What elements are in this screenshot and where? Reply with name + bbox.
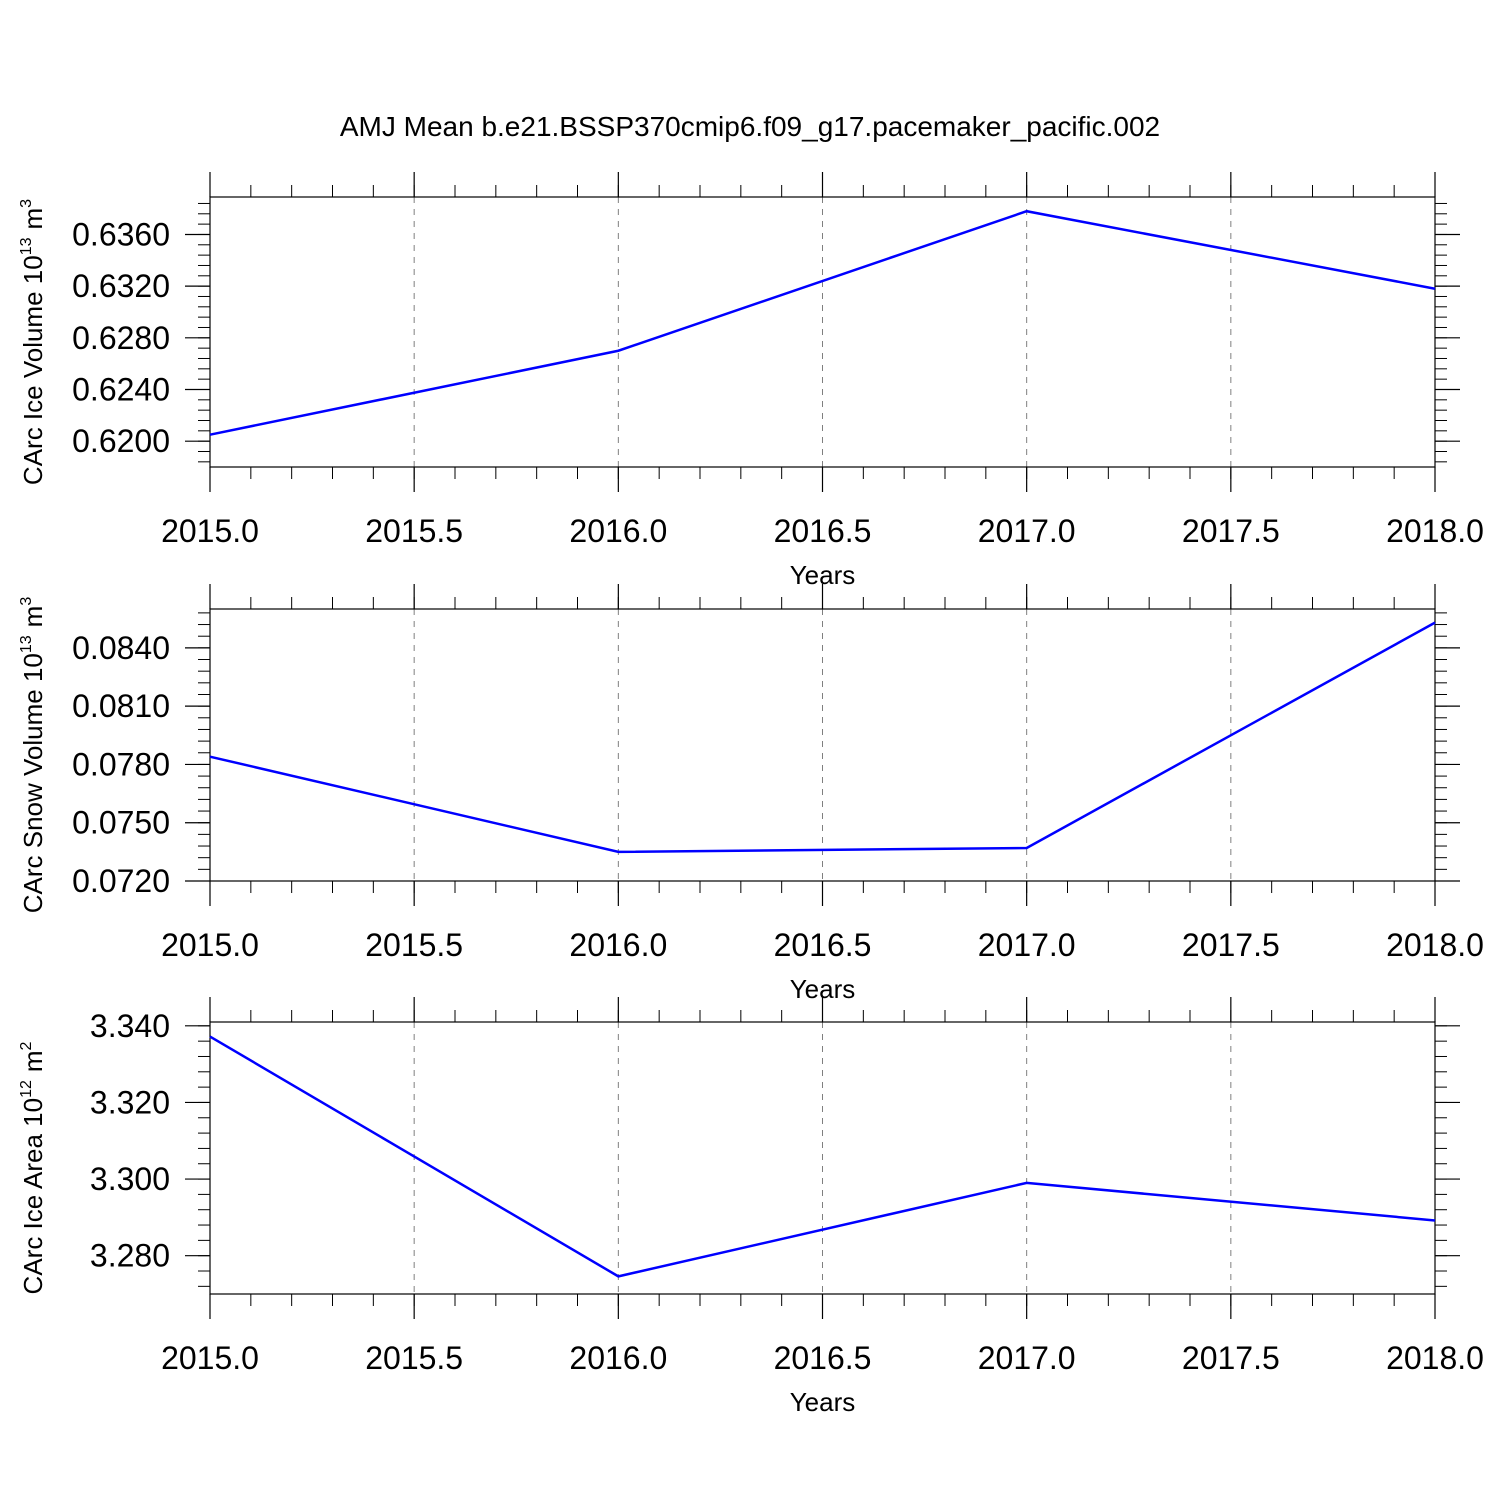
y-axis-label-text: CArc Snow Volume 10 bbox=[18, 653, 48, 913]
y-tick-label: 0.6360 bbox=[72, 216, 170, 252]
x-tick-label: 2016.5 bbox=[774, 927, 872, 963]
x-tick-label: 2017.0 bbox=[978, 513, 1076, 549]
y-axis-label: CArc Snow Volume 1013 m3 bbox=[18, 597, 48, 914]
y-tick-label: 0.6240 bbox=[72, 371, 170, 407]
y-axis-label-text: CArc Ice Volume 10 bbox=[18, 255, 48, 485]
y-tick-label: 0.0780 bbox=[72, 746, 170, 782]
x-tick-label: 2015.5 bbox=[365, 1340, 463, 1376]
chart-panel-2: 2015.0 2015.5 2016.0 2016.5 2017.0 2017.5 2018… bbox=[18, 584, 1484, 1004]
series-line bbox=[209, 1035, 1436, 1278]
y-axis-label-unit: m bbox=[18, 1050, 48, 1072]
y-axis-label-exponent: 12 bbox=[18, 1080, 35, 1098]
x-tick-label: 2017.5 bbox=[1182, 513, 1280, 549]
x-tick-label: 2016.5 bbox=[774, 1340, 872, 1376]
series-line bbox=[209, 209, 1436, 436]
x-tick-label: 2015.5 bbox=[365, 513, 463, 549]
x-tick-label: 2016.0 bbox=[569, 1340, 667, 1376]
x-tick-label: 2018.0 bbox=[1386, 927, 1484, 963]
y-tick-label: 0.0810 bbox=[72, 688, 170, 724]
x-tick-label: 2017.0 bbox=[978, 927, 1076, 963]
y-tick-label: 3.320 bbox=[90, 1084, 170, 1120]
x-tick-label: 2016.0 bbox=[569, 927, 667, 963]
x-tick-label: 2015.0 bbox=[161, 513, 259, 549]
x-tick-label: 2017.0 bbox=[978, 1340, 1076, 1376]
y-axis-label-unit-exponent: 2 bbox=[18, 1041, 35, 1050]
x-tick-label: 2016.5 bbox=[774, 513, 872, 549]
y-tick-label: 3.340 bbox=[90, 1008, 170, 1044]
chart-panel-1: 2015.0 2015.5 2016.0 2016.5 2017.0 2017.5 2018… bbox=[18, 172, 1484, 590]
y-axis-label-unit: m bbox=[18, 606, 48, 628]
y-tick-label: 0.6280 bbox=[72, 320, 170, 356]
y-axis-label-unit-exponent: 3 bbox=[18, 199, 35, 208]
y-axis-label-exponent: 13 bbox=[18, 237, 35, 255]
y-axis-label: CArc Ice Area 1012 m2 bbox=[18, 1041, 48, 1294]
y-tick-label: 3.280 bbox=[90, 1238, 170, 1274]
y-tick-label: 0.0720 bbox=[72, 863, 170, 899]
y-axis-label-unit-exponent: 3 bbox=[18, 597, 35, 606]
x-axis-label: Years bbox=[790, 1387, 856, 1417]
y-tick-label: 0.0840 bbox=[72, 630, 170, 666]
x-tick-label: 2018.0 bbox=[1386, 513, 1484, 549]
y-tick-label: 0.6320 bbox=[72, 268, 170, 304]
x-tick-label: 2015.5 bbox=[365, 927, 463, 963]
y-axis-label-unit: m bbox=[18, 208, 48, 230]
y-axis-label: CArc Ice Volume 1013 m3 bbox=[18, 199, 48, 485]
x-tick-label: 2015.0 bbox=[161, 927, 259, 963]
y-axis-label-exponent: 13 bbox=[18, 635, 35, 653]
x-tick-label: 2018.0 bbox=[1386, 1340, 1484, 1376]
y-tick-label: 0.6200 bbox=[72, 423, 170, 459]
x-tick-label: 2017.5 bbox=[1182, 1340, 1280, 1376]
figure-title: AMJ Mean b.e21.BSSP370cmip6.f09_g17.pace… bbox=[340, 111, 1160, 142]
panels: 2015.0 2015.5 2016.0 2016.5 2017.0 2017.5 2018… bbox=[18, 172, 1484, 1417]
x-tick-label: 2017.5 bbox=[1182, 927, 1280, 963]
y-tick-label: 3.300 bbox=[90, 1161, 170, 1197]
x-tick-label: 2015.0 bbox=[161, 1340, 259, 1376]
x-tick-label: 2016.0 bbox=[569, 513, 667, 549]
y-tick-label: 0.0750 bbox=[72, 805, 170, 841]
y-axis-label-text: CArc Ice Area 10 bbox=[18, 1098, 48, 1295]
chart-panel-3: 2015.0 2015.5 2016.0 2016.5 2017.0 2017.5 2018… bbox=[18, 997, 1484, 1417]
series-line bbox=[209, 621, 1436, 854]
